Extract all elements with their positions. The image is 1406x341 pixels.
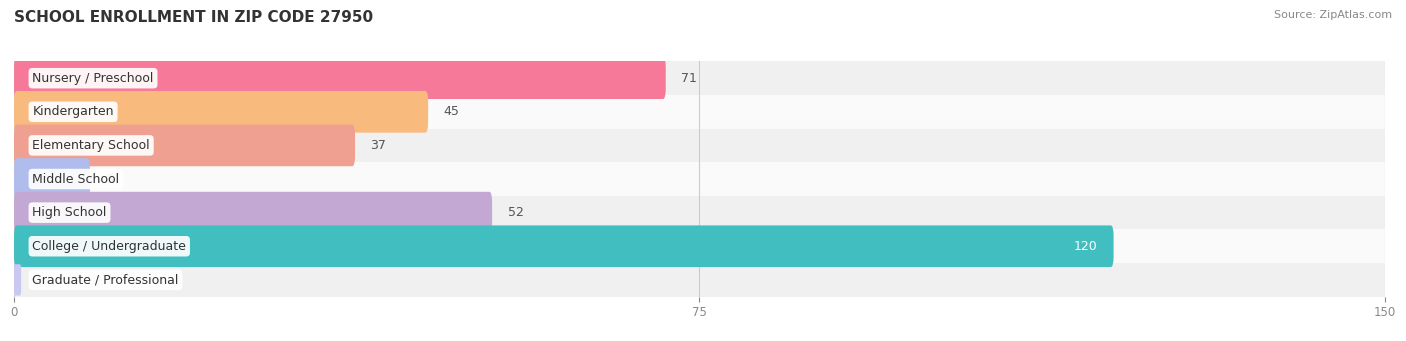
Text: Nursery / Preschool: Nursery / Preschool — [32, 72, 153, 85]
FancyBboxPatch shape — [14, 129, 1385, 162]
FancyBboxPatch shape — [14, 91, 429, 133]
FancyBboxPatch shape — [14, 225, 1114, 267]
FancyBboxPatch shape — [14, 192, 492, 234]
Text: 0: 0 — [32, 273, 41, 286]
Text: 52: 52 — [508, 206, 523, 219]
FancyBboxPatch shape — [14, 124, 356, 166]
Text: Elementary School: Elementary School — [32, 139, 150, 152]
FancyBboxPatch shape — [14, 196, 1385, 229]
Text: 37: 37 — [371, 139, 387, 152]
FancyBboxPatch shape — [14, 158, 90, 200]
Text: SCHOOL ENROLLMENT IN ZIP CODE 27950: SCHOOL ENROLLMENT IN ZIP CODE 27950 — [14, 10, 373, 25]
Text: College / Undergraduate: College / Undergraduate — [32, 240, 186, 253]
Text: Kindergarten: Kindergarten — [32, 105, 114, 118]
FancyBboxPatch shape — [14, 162, 1385, 196]
FancyBboxPatch shape — [14, 61, 1385, 95]
Text: 45: 45 — [444, 105, 460, 118]
Text: High School: High School — [32, 206, 107, 219]
Text: Middle School: Middle School — [32, 173, 120, 186]
FancyBboxPatch shape — [14, 263, 1385, 297]
Text: Graduate / Professional: Graduate / Professional — [32, 273, 179, 286]
FancyBboxPatch shape — [14, 229, 1385, 263]
Text: Source: ZipAtlas.com: Source: ZipAtlas.com — [1274, 10, 1392, 20]
FancyBboxPatch shape — [13, 264, 21, 296]
Text: 120: 120 — [1073, 240, 1097, 253]
FancyBboxPatch shape — [14, 57, 666, 99]
Text: 71: 71 — [682, 72, 697, 85]
FancyBboxPatch shape — [14, 95, 1385, 129]
Text: 8: 8 — [105, 173, 114, 186]
